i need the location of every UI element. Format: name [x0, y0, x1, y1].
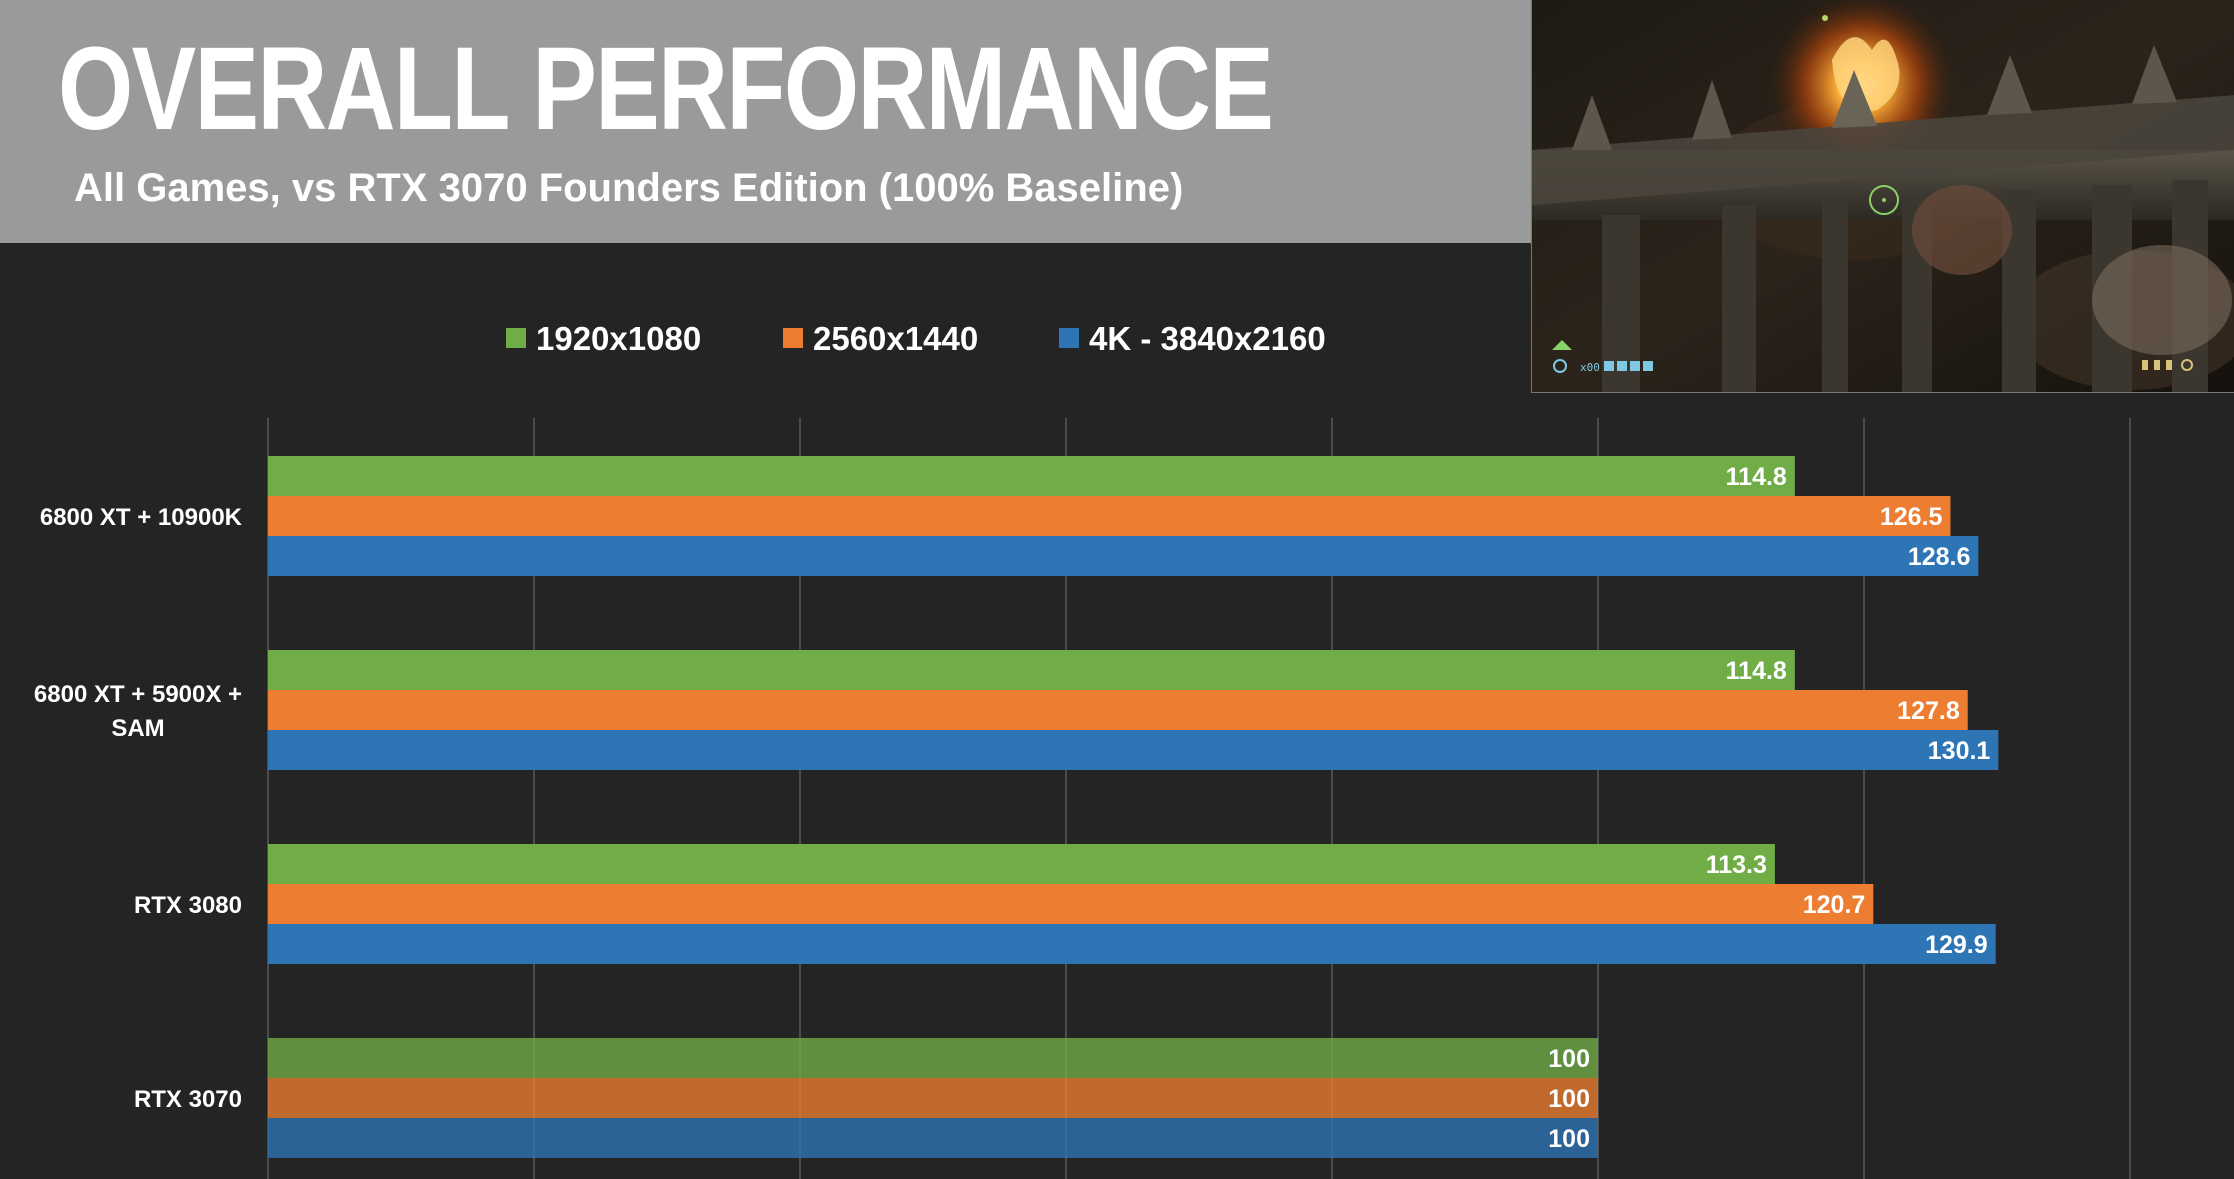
category-label: 6800 XT + 5900X + SAM — [34, 681, 242, 742]
title-band: OVERALL PERFORMANCE All Games, vs RTX 30… — [0, 0, 1531, 243]
bar — [268, 1118, 1598, 1158]
legend-swatch — [506, 328, 526, 348]
category-label-line: RTX 3070 — [134, 1086, 242, 1113]
data-label: 114.8 — [1726, 657, 1787, 685]
bar — [268, 1078, 1598, 1118]
category-label: RTX 3070 — [134, 1086, 242, 1113]
data-label: 100 — [1548, 1085, 1590, 1113]
data-label: 100 — [1548, 1125, 1590, 1153]
category-label-line: RTX 3080 — [134, 892, 242, 919]
legend-label: 2560x1440 — [813, 320, 978, 357]
bar — [268, 456, 1795, 496]
bar — [268, 1038, 1598, 1078]
category-label-line: 6800 XT + 5900X + — [34, 681, 242, 708]
legend-label: 4K - 3840x2160 — [1089, 320, 1326, 357]
data-label: 120.7 — [1803, 891, 1866, 919]
page-subtitle: All Games, vs RTX 3070 Founders Edition … — [74, 166, 1184, 210]
category-label-line: 6800 XT + 10900K — [40, 504, 243, 531]
bar — [268, 884, 1874, 924]
legend-swatch — [1059, 328, 1079, 348]
data-label: 126.5 — [1880, 503, 1943, 531]
data-label: 113.3 — [1706, 851, 1767, 879]
legend-label: 1920x1080 — [536, 320, 701, 357]
bar — [268, 650, 1795, 690]
bar — [268, 844, 1775, 884]
bar — [268, 496, 1951, 536]
page-title: OVERALL PERFORMANCE — [58, 23, 1274, 155]
bar — [268, 536, 1979, 576]
hud-ammo-text: x00 — [1580, 361, 1600, 374]
data-label: 127.8 — [1897, 697, 1960, 725]
data-label: 128.6 — [1908, 543, 1971, 571]
legend-swatch — [783, 328, 803, 348]
data-label: 114.8 — [1726, 463, 1787, 491]
gameplay-image: x00 — [1531, 0, 2234, 393]
bar — [268, 730, 1999, 770]
category-label: RTX 3080 — [134, 892, 242, 919]
bar — [268, 924, 1996, 964]
category-label: 6800 XT + 10900K — [40, 504, 243, 531]
bar — [268, 690, 1968, 730]
category-label-line: SAM — [111, 715, 164, 742]
data-label: 100 — [1548, 1045, 1590, 1073]
data-label: 130.1 — [1928, 737, 1991, 765]
data-label: 129.9 — [1925, 931, 1988, 959]
